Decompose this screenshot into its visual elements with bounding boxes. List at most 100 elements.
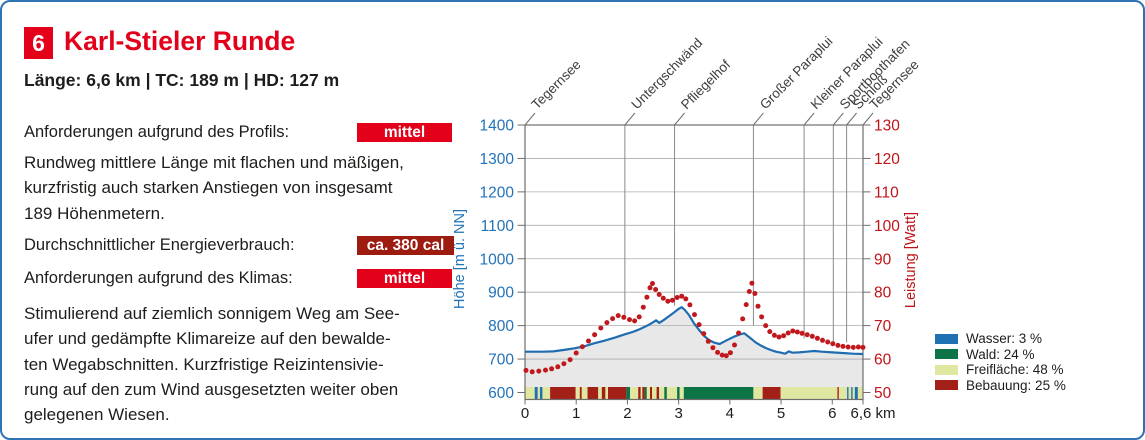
location-tick xyxy=(753,112,764,126)
landuse-segment xyxy=(666,387,678,400)
right-axis-tick-label: 100 xyxy=(874,218,900,235)
profile-description: Rundweg mittlere Länge mit flachen und m… xyxy=(24,150,404,226)
power-dot xyxy=(790,328,796,334)
right-axis-tick-label: 70 xyxy=(874,318,892,335)
landuse-segment xyxy=(679,387,684,400)
right-axis-tick-label: 90 xyxy=(874,251,892,268)
power-dot xyxy=(670,297,675,303)
right-axis-tick-label: 130 xyxy=(874,118,900,135)
power-dot xyxy=(592,332,598,338)
x-axis-tick-label: 3 xyxy=(674,405,682,422)
left-axis-tick-label: 700 xyxy=(488,352,514,369)
power-dot xyxy=(781,333,787,339)
power-dot xyxy=(615,313,621,319)
profile-requirement-badge: mittel xyxy=(357,123,452,142)
power-dot xyxy=(632,318,638,324)
right-axis-tick-label: 80 xyxy=(874,285,892,302)
landuse-segment xyxy=(847,387,849,400)
landuse-segment xyxy=(534,387,538,400)
power-dot xyxy=(653,287,659,292)
legend-label: Bebauung: 25 % xyxy=(966,377,1066,393)
power-dot xyxy=(719,352,725,358)
power-dot xyxy=(701,331,707,337)
text-line: Rundweg mittlere Länge mit flachen und m… xyxy=(24,153,404,172)
legend-swatch xyxy=(935,333,958,344)
left-axis-tick-label: 1000 xyxy=(480,251,515,268)
legend-item: Freifläche: 48 % xyxy=(935,362,1066,378)
power-dot xyxy=(650,281,655,286)
climate-requirement-badge: mittel xyxy=(357,269,452,288)
text-line: ufer und gedämpfte Klimareize auf den be… xyxy=(24,329,391,349)
profile-requirement-label: Anforderungen aufgrund des Profils: xyxy=(24,123,290,141)
power-dot xyxy=(820,337,825,343)
x-axis-end-label: 6,6 km xyxy=(850,405,895,422)
climate-requirement-label: Anforderungen aufgrund des Klimas: xyxy=(24,269,293,287)
power-dot xyxy=(825,339,831,345)
legend-item: Bebauung: 25 % xyxy=(935,378,1066,394)
route-stats: Länge: 6,6 km | TC: 189 m | HD: 127 m xyxy=(24,70,340,90)
power-dot xyxy=(809,333,815,339)
power-dot xyxy=(610,316,616,322)
x-axis-tick-label: 2 xyxy=(623,405,631,422)
right-axis-tick-label: 50 xyxy=(874,385,892,402)
power-dot xyxy=(573,350,579,356)
energy-badge: ca. 380 cal xyxy=(357,236,454,255)
landuse-segment xyxy=(650,387,652,400)
power-dot xyxy=(567,357,573,363)
right-axis-tick-label: 60 xyxy=(874,352,892,369)
left-axis-title: Höhe [m ü. NN] xyxy=(452,209,468,309)
landuse-segment xyxy=(852,387,855,400)
power-dot xyxy=(561,361,567,367)
power-dot xyxy=(736,330,742,336)
climate-description: Stimulierend auf ziemlich sonnigem Weg a… xyxy=(24,301,400,427)
power-dot xyxy=(850,344,856,350)
legend-item: Wald: 24 % xyxy=(935,347,1066,363)
power-dot xyxy=(855,344,861,350)
landuse-segment xyxy=(652,387,657,400)
landuse-segment xyxy=(608,387,627,400)
climate-requirement-row: Anforderungen aufgrund des Klimas: mitte… xyxy=(24,269,454,288)
power-dot xyxy=(627,317,632,323)
power-dot xyxy=(771,332,777,338)
landuse-segment xyxy=(683,387,754,400)
power-dot xyxy=(679,293,685,299)
landuse-segment xyxy=(644,387,647,400)
landuse-segment xyxy=(581,387,588,400)
location-tick xyxy=(524,112,536,126)
legend-label: Wasser: 3 % xyxy=(966,331,1043,347)
power-dot xyxy=(814,335,820,341)
power-dot xyxy=(665,298,671,304)
route-number-badge: 6 xyxy=(24,27,53,59)
power-dot xyxy=(799,330,805,336)
text-line: 189 Höhenmetern. xyxy=(24,203,165,223)
power-dot xyxy=(767,329,773,335)
power-dot xyxy=(763,323,769,329)
landuse-legend: Wasser: 3 % Wald: 24 % Freifläche: 48 % Beb… xyxy=(935,331,1066,393)
power-dot xyxy=(536,368,542,374)
landuse-segment xyxy=(753,387,763,400)
elevation-line xyxy=(525,306,864,356)
landuse-segment xyxy=(630,387,639,400)
power-dot xyxy=(529,369,535,375)
legend-swatch xyxy=(935,364,958,375)
landuse-segment xyxy=(550,387,576,400)
landuse-segment xyxy=(537,387,540,400)
power-dot xyxy=(692,312,697,318)
power-dot xyxy=(830,341,836,347)
text-line: Stimulierend auf ziemlich sonnigem Weg a… xyxy=(24,304,400,323)
landuse-segment xyxy=(542,387,551,400)
power-dot xyxy=(794,329,800,335)
power-dot xyxy=(683,296,689,302)
landuse-segment xyxy=(539,387,543,400)
x-axis-tick-label: 4 xyxy=(726,405,734,422)
legend-label: Freifläche: 48 % xyxy=(966,362,1064,378)
left-axis-tick-label: 1300 xyxy=(480,151,515,168)
power-dot xyxy=(804,332,810,338)
power-dot xyxy=(656,292,662,297)
left-axis-tick-label: 800 xyxy=(488,318,514,335)
profile-requirement-row: Anforderungen aufgrund des Profils: mitt… xyxy=(24,123,454,142)
power-dot xyxy=(759,314,765,320)
power-dot xyxy=(743,302,749,308)
location-tick xyxy=(846,112,857,126)
